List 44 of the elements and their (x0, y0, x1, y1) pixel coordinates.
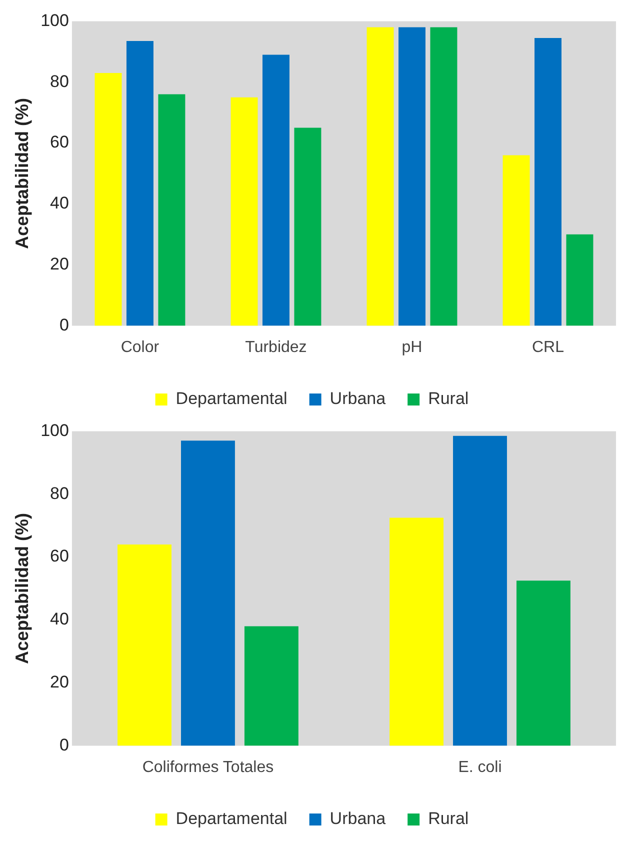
x-tick-label: pH (402, 338, 422, 356)
bar (502, 155, 530, 326)
y-tick-label: 60 (50, 546, 69, 566)
bar (230, 97, 258, 326)
bar (294, 128, 322, 326)
bar (118, 544, 172, 746)
bar (398, 27, 426, 326)
y-tick-label: 60 (50, 132, 69, 152)
y-tick-label: 100 (40, 10, 69, 30)
bar (566, 234, 594, 326)
x-tick-label: E. coli (458, 758, 502, 776)
bar (158, 94, 186, 326)
y-tick-label: 100 (40, 420, 69, 440)
legend-label: Departamental (176, 389, 288, 408)
y-tick-label: 20 (50, 672, 69, 692)
legend-label: Urbana (330, 809, 386, 828)
y-axis-title: Aceptabilidad (%) (12, 512, 32, 664)
x-tick-label: Turbidez (245, 338, 307, 356)
legend-label: Urbana (330, 389, 386, 408)
y-tick-label: 20 (50, 254, 69, 274)
legend-label: Rural (428, 809, 469, 828)
bar (262, 54, 290, 326)
bar (453, 436, 507, 746)
legend-label: Departamental (176, 809, 288, 828)
x-tick-label: Color (120, 338, 160, 356)
y-tick-label: 0 (59, 735, 69, 754)
bar (366, 27, 394, 326)
y-tick-label: 80 (50, 72, 69, 91)
bar (181, 440, 235, 746)
x-tick-label: Coliformes Totales (142, 758, 274, 776)
y-tick-label: 40 (50, 194, 69, 213)
bar (390, 518, 444, 746)
bar (244, 626, 298, 746)
bar (126, 41, 154, 326)
x-tick-label: CRL (532, 338, 564, 356)
y-tick-label: 40 (50, 610, 69, 629)
legend-label: Rural (428, 389, 469, 408)
y-tick-label: 0 (59, 315, 69, 334)
y-axis-title: Aceptabilidad (%) (12, 98, 32, 250)
bar (430, 27, 458, 326)
bar (516, 580, 570, 746)
y-tick-label: 80 (50, 484, 69, 503)
bar (534, 38, 562, 326)
bar (94, 72, 122, 326)
